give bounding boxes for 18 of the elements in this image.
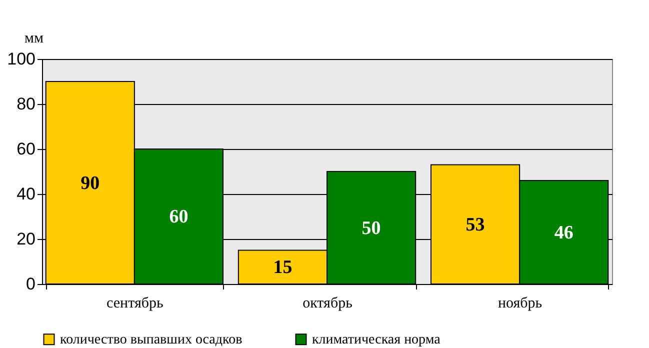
- data-label: 46: [554, 222, 574, 244]
- legend-label: количество выпавших осадков: [60, 332, 243, 348]
- data-label: 90: [80, 172, 100, 194]
- y-axis-title: мм: [24, 30, 44, 46]
- y-tick-label: 80: [16, 94, 36, 114]
- legend-label: климатическая норма: [312, 332, 442, 348]
- y-tick-label: 20: [16, 230, 36, 248]
- data-label: 15: [273, 257, 292, 278]
- x-tick-label: ноябрь: [498, 296, 542, 312]
- data-label: 60: [169, 206, 188, 228]
- x-tick-label: октябрь: [302, 296, 353, 312]
- y-tick-label: 60: [16, 140, 36, 158]
- y-tick-label: 40: [16, 184, 36, 204]
- data-label: 53: [466, 214, 485, 236]
- x-tick-label: сентябрь: [106, 296, 164, 312]
- y-tick-label: 100: [7, 50, 36, 68]
- data-label: 50: [362, 218, 381, 239]
- y-tick-label: 0: [26, 274, 36, 294]
